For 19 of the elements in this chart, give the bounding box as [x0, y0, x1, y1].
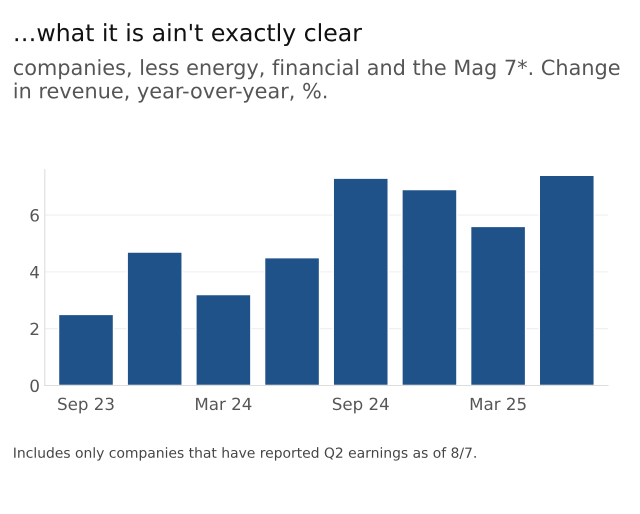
bar: [401, 188, 458, 386]
bar: [332, 177, 389, 386]
y-tick-label: 0: [30, 379, 39, 392]
bar: [126, 251, 183, 386]
bar: [264, 256, 320, 386]
bar: [538, 174, 595, 386]
bar: [470, 226, 526, 386]
chart-subtitle: companies, less energy, financial and the Mag 7*. Change in revenue, year-over-year, %.: [14, 59, 620, 103]
bar: [58, 314, 114, 386]
x-tick-label: Mar 25: [470, 398, 526, 410]
y-tick-label: 4: [30, 266, 40, 278]
x-tick-label: Mar 24: [196, 398, 252, 410]
x-tick-label: Sep 23: [58, 398, 114, 414]
bar: [195, 294, 252, 386]
y-tick-label: 6: [30, 209, 39, 222]
y-tick-label: 2: [30, 322, 38, 336]
text: Includes only companies that have reported Q2 earnings as of 8/7.: [14, 447, 476, 461]
x-tick-label: Sep 24: [332, 398, 389, 414]
chart-title: …what it is ain't exactly clear: [16, 23, 362, 46]
